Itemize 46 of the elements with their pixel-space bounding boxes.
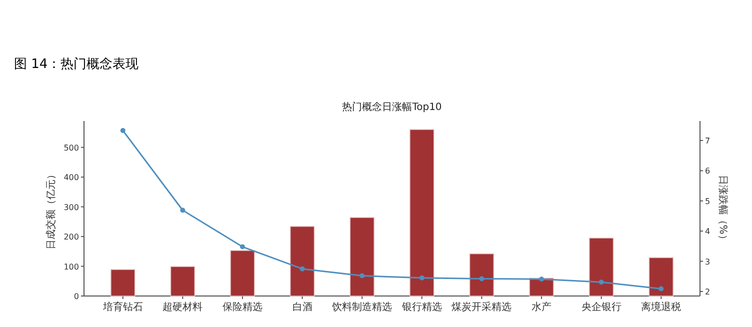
- point: [479, 276, 484, 282]
- y-tick-label: 0: [74, 292, 79, 301]
- bar: [230, 250, 255, 296]
- bar: [529, 278, 554, 296]
- x-tick-label: 白酒: [292, 301, 312, 313]
- y2-tick-label: 6: [705, 166, 710, 176]
- point: [658, 286, 664, 292]
- x-tick-label: 保险精选: [222, 301, 262, 313]
- bar: [588, 238, 614, 296]
- point: [240, 244, 245, 250]
- bar: [290, 226, 315, 296]
- bar: [170, 266, 196, 296]
- bar: [410, 129, 434, 296]
- y2-tick-label: 3: [705, 257, 710, 266]
- y2-axis-title: 日涨跌幅（%）: [717, 174, 729, 244]
- y-tick-label: 500: [64, 143, 79, 152]
- y-tick-label: 200: [64, 232, 79, 242]
- y2-tick-label: 5: [705, 196, 710, 206]
- x-tick-label: 饮料制造精选: [331, 301, 392, 313]
- y2-tick-label: 7: [705, 136, 710, 146]
- x-tick-label: 央企银行: [581, 301, 622, 313]
- y-tick-label: 300: [64, 202, 79, 212]
- bar: [648, 257, 674, 296]
- x-tick-label: 水产: [532, 301, 552, 313]
- point: [598, 280, 604, 285]
- bar: [350, 217, 374, 296]
- point: [419, 275, 424, 280]
- chart-title: 热门概念日涨幅Top10: [342, 101, 442, 113]
- point: [180, 208, 186, 213]
- point: [300, 266, 305, 272]
- point: [360, 273, 365, 278]
- y-tick-label: 100: [64, 262, 79, 272]
- x-tick-label: 离境退税: [641, 301, 682, 313]
- x-tick-label: 培育钻石: [102, 301, 143, 313]
- caption: 图 14：热门概念表现: [14, 56, 139, 72]
- x-tick-label: 超硬材料: [162, 301, 203, 313]
- x-tick-label: 煤炭开采精选: [452, 301, 512, 313]
- y2-tick-label: 2: [705, 287, 710, 296]
- point: [539, 276, 544, 282]
- y-tick-label: 400: [64, 173, 79, 182]
- y-axis-title: 日成交额（亿元）: [45, 170, 57, 250]
- y2-tick-label: 4: [705, 227, 710, 236]
- x-tick-label: 银行精选: [400, 301, 442, 313]
- point: [120, 128, 126, 134]
- bar: [469, 253, 494, 296]
- bar: [110, 269, 136, 296]
